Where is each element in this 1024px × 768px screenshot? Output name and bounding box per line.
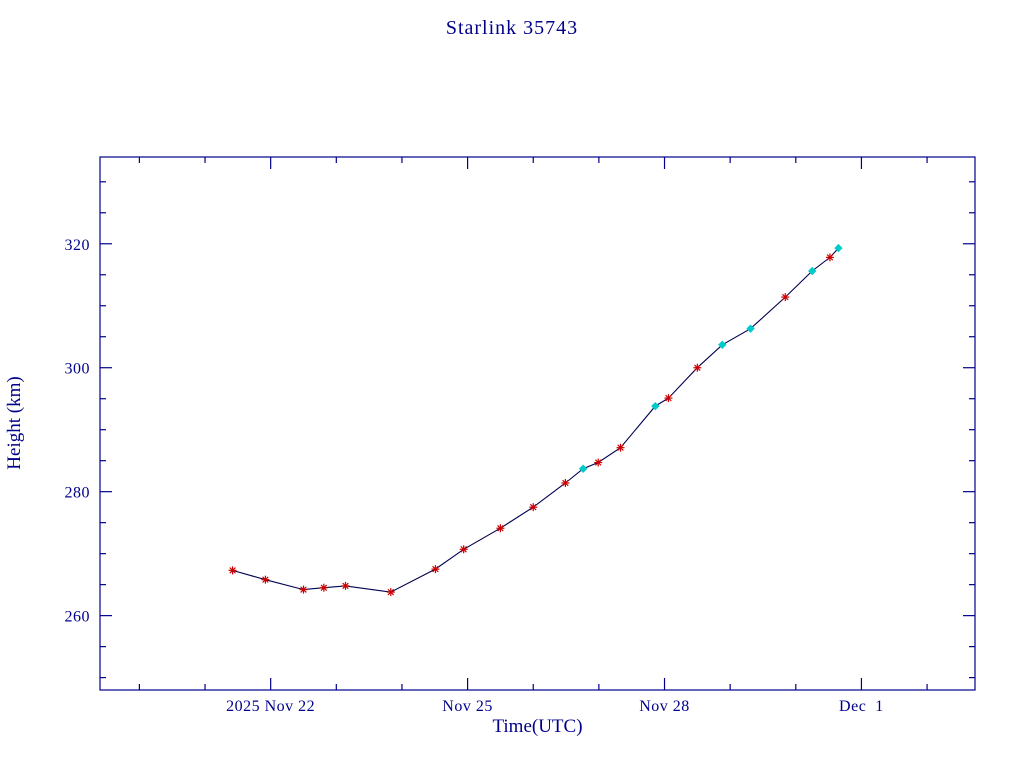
asterisk-marker-icon [617,444,624,451]
diamond-marker-icon [834,243,843,253]
asterisk-marker-icon [460,546,467,553]
y-tick-label: 280 [65,485,91,502]
plot-border [99,156,976,691]
asterisk-marker-icon [497,524,504,532]
asterisk-marker-icon [826,254,834,261]
x-tick-label: Nov 28 [639,698,690,715]
diamond-marker-icon [746,324,755,333]
chart-title: Starlink 35743 [445,17,579,39]
x-tick-label: Dec 1 [839,698,884,715]
y-tick-label: 260 [65,609,91,626]
diamond-marker-icon [718,340,727,349]
x-tick-label: Nov 25 [442,698,493,715]
data-line [232,247,839,593]
asterisk-marker-icon [694,364,701,371]
diamond-marker-icon [651,401,660,411]
asterisk-marker-icon [782,293,789,301]
asterisk-marker-icon [300,586,307,593]
asterisk-marker-icon [229,567,236,574]
asterisk-marker-icon [387,588,395,596]
asterisk-marker-icon [432,565,439,573]
asterisk-marker-icon [665,394,672,402]
asterisk-marker-icon [342,582,349,590]
diamond-marker-icon [808,266,817,276]
y-tick-label: 300 [65,361,91,378]
asterisk-marker-icon [320,584,328,591]
asterisk-marker-icon [262,576,269,583]
y-tick-label: 320 [65,237,91,254]
asterisk-marker-icon [562,479,569,487]
asterisk-marker-icon [594,459,602,466]
x-tick-label: 2025 Nov 22 [226,698,315,715]
x-axis-label: Time(UTC) [492,716,583,737]
diamond-marker-icon [578,464,588,473]
asterisk-marker-icon [529,503,537,511]
